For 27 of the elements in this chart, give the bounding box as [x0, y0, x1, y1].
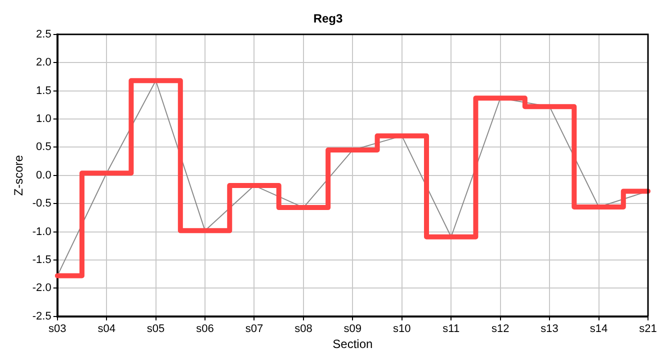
x-tick-label: s03 — [48, 323, 66, 336]
chart-title: Reg3 — [313, 12, 343, 26]
x-axis-title: Section — [332, 337, 373, 352]
x-tick-label: s10 — [393, 323, 411, 336]
x-tick-label: s12 — [491, 323, 510, 336]
x-tick-label: s08 — [294, 323, 312, 336]
y-tick-label: -0.5 — [32, 198, 52, 210]
y-tick-label: 1.0 — [36, 113, 52, 126]
x-tick-label: s09 — [344, 323, 362, 336]
y-tick-label: 0.0 — [36, 169, 52, 182]
y-tick-label: -2.5 — [32, 310, 52, 322]
y-tick-label: -1.5 — [32, 254, 52, 266]
x-tick-label: s21 — [639, 323, 657, 336]
y-tick-label: 2.5 — [36, 28, 52, 40]
y-tick-label: -1.0 — [32, 226, 52, 238]
x-tick-label: s14 — [590, 323, 608, 336]
x-tick-label: s13 — [540, 323, 558, 336]
x-tick-label: s04 — [98, 323, 116, 336]
y-tick-label: 0.5 — [36, 141, 52, 154]
y-axis-title: Z-score — [12, 154, 26, 196]
x-tick-label: s06 — [196, 323, 214, 336]
y-tick-label: 2.0 — [36, 56, 52, 69]
x-tick-label: s11 — [442, 323, 460, 336]
y-tick-label: 1.5 — [36, 84, 52, 97]
y-tick-label: -2.0 — [32, 282, 52, 294]
x-tick-label: s07 — [245, 323, 264, 336]
x-tick-label: s05 — [146, 323, 165, 336]
